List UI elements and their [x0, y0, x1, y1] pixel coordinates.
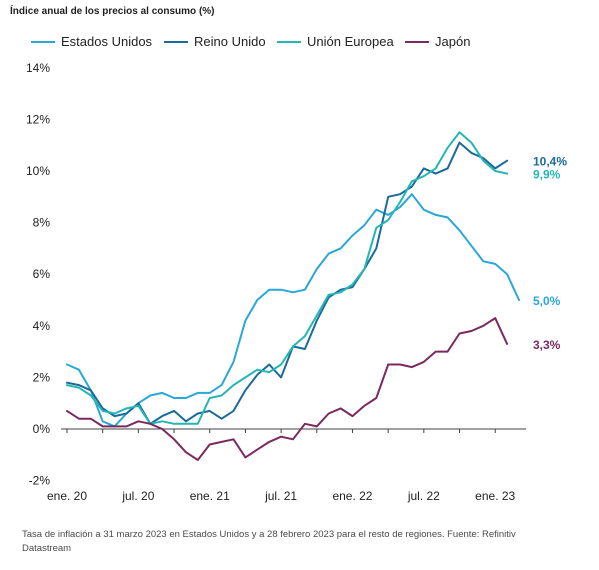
x-tick-label: ene. 22 [332, 489, 372, 503]
legend-swatch-japon [405, 41, 429, 43]
y-tick-label: 6% [33, 267, 51, 281]
y-tick-label: -2% [29, 474, 51, 488]
series-line-japon [66, 317, 509, 461]
y-tick-label: 12% [26, 112, 50, 126]
end-value-label: 9,9% [533, 168, 561, 182]
chart-title: Índice anual de los precios al consumo (… [10, 6, 215, 17]
legend-label-japon: Japón [435, 34, 471, 49]
end-value-label: 10,4% [533, 155, 567, 169]
y-tick-label: 0% [33, 422, 51, 436]
legend: Estados Unidos Reino Unido Unión Europea… [31, 34, 591, 50]
y-tick-label: 10% [26, 164, 50, 178]
end-value-label: 5,0% [533, 294, 561, 308]
legend-label-union-europea: Unión Europea [307, 34, 394, 49]
x-tick-label: jul. 21 [264, 489, 297, 503]
legend-label-reino-unido: Reino Unido [194, 34, 266, 49]
footnote: Tasa de inflación a 31 marzo 2023 en Est… [22, 529, 516, 554]
x-tick-label: ene. 21 [190, 489, 230, 503]
x-tick-label: ene. 20 [47, 489, 87, 503]
y-tick-label: 4% [33, 319, 51, 333]
x-tick-label: ene. 23 [475, 489, 515, 503]
series-line-reino-unido [66, 141, 509, 425]
y-tick-label: 8% [33, 216, 51, 230]
legend-swatch-estados-unidos [31, 41, 55, 43]
series-line-union-europea [66, 131, 509, 425]
x-tick-label: jul. 20 [121, 489, 154, 503]
line-chart: -2% 0% 2% 4% 6% 8% 10% 12% 14% ene. 20 jul. 20 ene.… [26, 61, 567, 503]
series-line-estados-unidos [66, 193, 520, 428]
y-tick-label: 2% [33, 370, 51, 384]
legend-label-estados-unidos: Estados Unidos [61, 34, 153, 49]
legend-swatch-reino-unido [164, 41, 188, 43]
y-tick-label: 14% [26, 61, 50, 75]
x-tick-label: jul. 22 [407, 489, 440, 503]
end-value-label: 3,3% [533, 338, 561, 352]
legend-swatch-union-europea [277, 41, 301, 43]
